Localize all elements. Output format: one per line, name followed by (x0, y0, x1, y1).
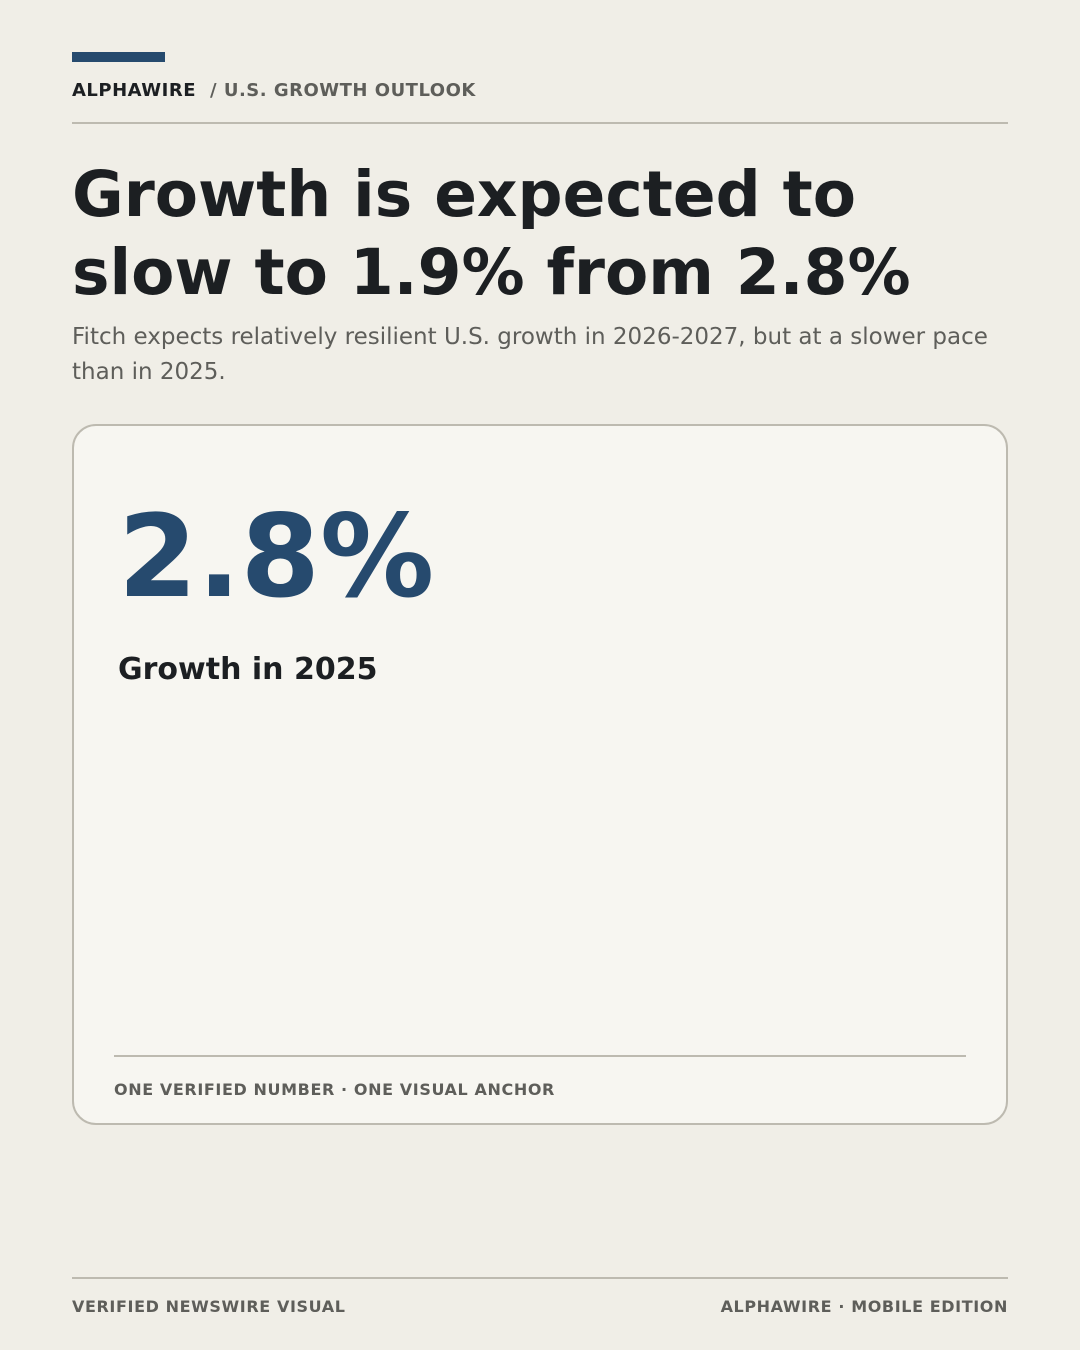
stat-label: Growth in 2025 (118, 652, 378, 687)
brand: ALPHAWIRE (72, 80, 196, 101)
section: / U.S. GROWTH OUTLOOK (210, 80, 476, 101)
footer-left: VERIFIED NEWSWIRE VISUAL (72, 1297, 346, 1316)
divider (72, 1277, 1008, 1279)
subtitle: Fitch expects relatively resilient U.S. … (72, 324, 988, 385)
card-footnote: ONE VERIFIED NUMBER · ONE VISUAL ANCHOR (114, 1080, 555, 1099)
accent-bar (72, 52, 165, 62)
headline: Growth is expected to slow to 1.9% from … (72, 158, 911, 309)
divider (114, 1055, 966, 1057)
divider (72, 122, 1008, 124)
footer-right: ALPHAWIRE · MOBILE EDITION (720, 1297, 1008, 1316)
stat-card: 2.8% Growth in 2025 ONE VERIFIED NUMBER … (72, 424, 1008, 1125)
stat-value: 2.8% (118, 490, 435, 623)
header: ALPHAWIRE / U.S. GROWTH OUTLOOK (72, 80, 476, 101)
